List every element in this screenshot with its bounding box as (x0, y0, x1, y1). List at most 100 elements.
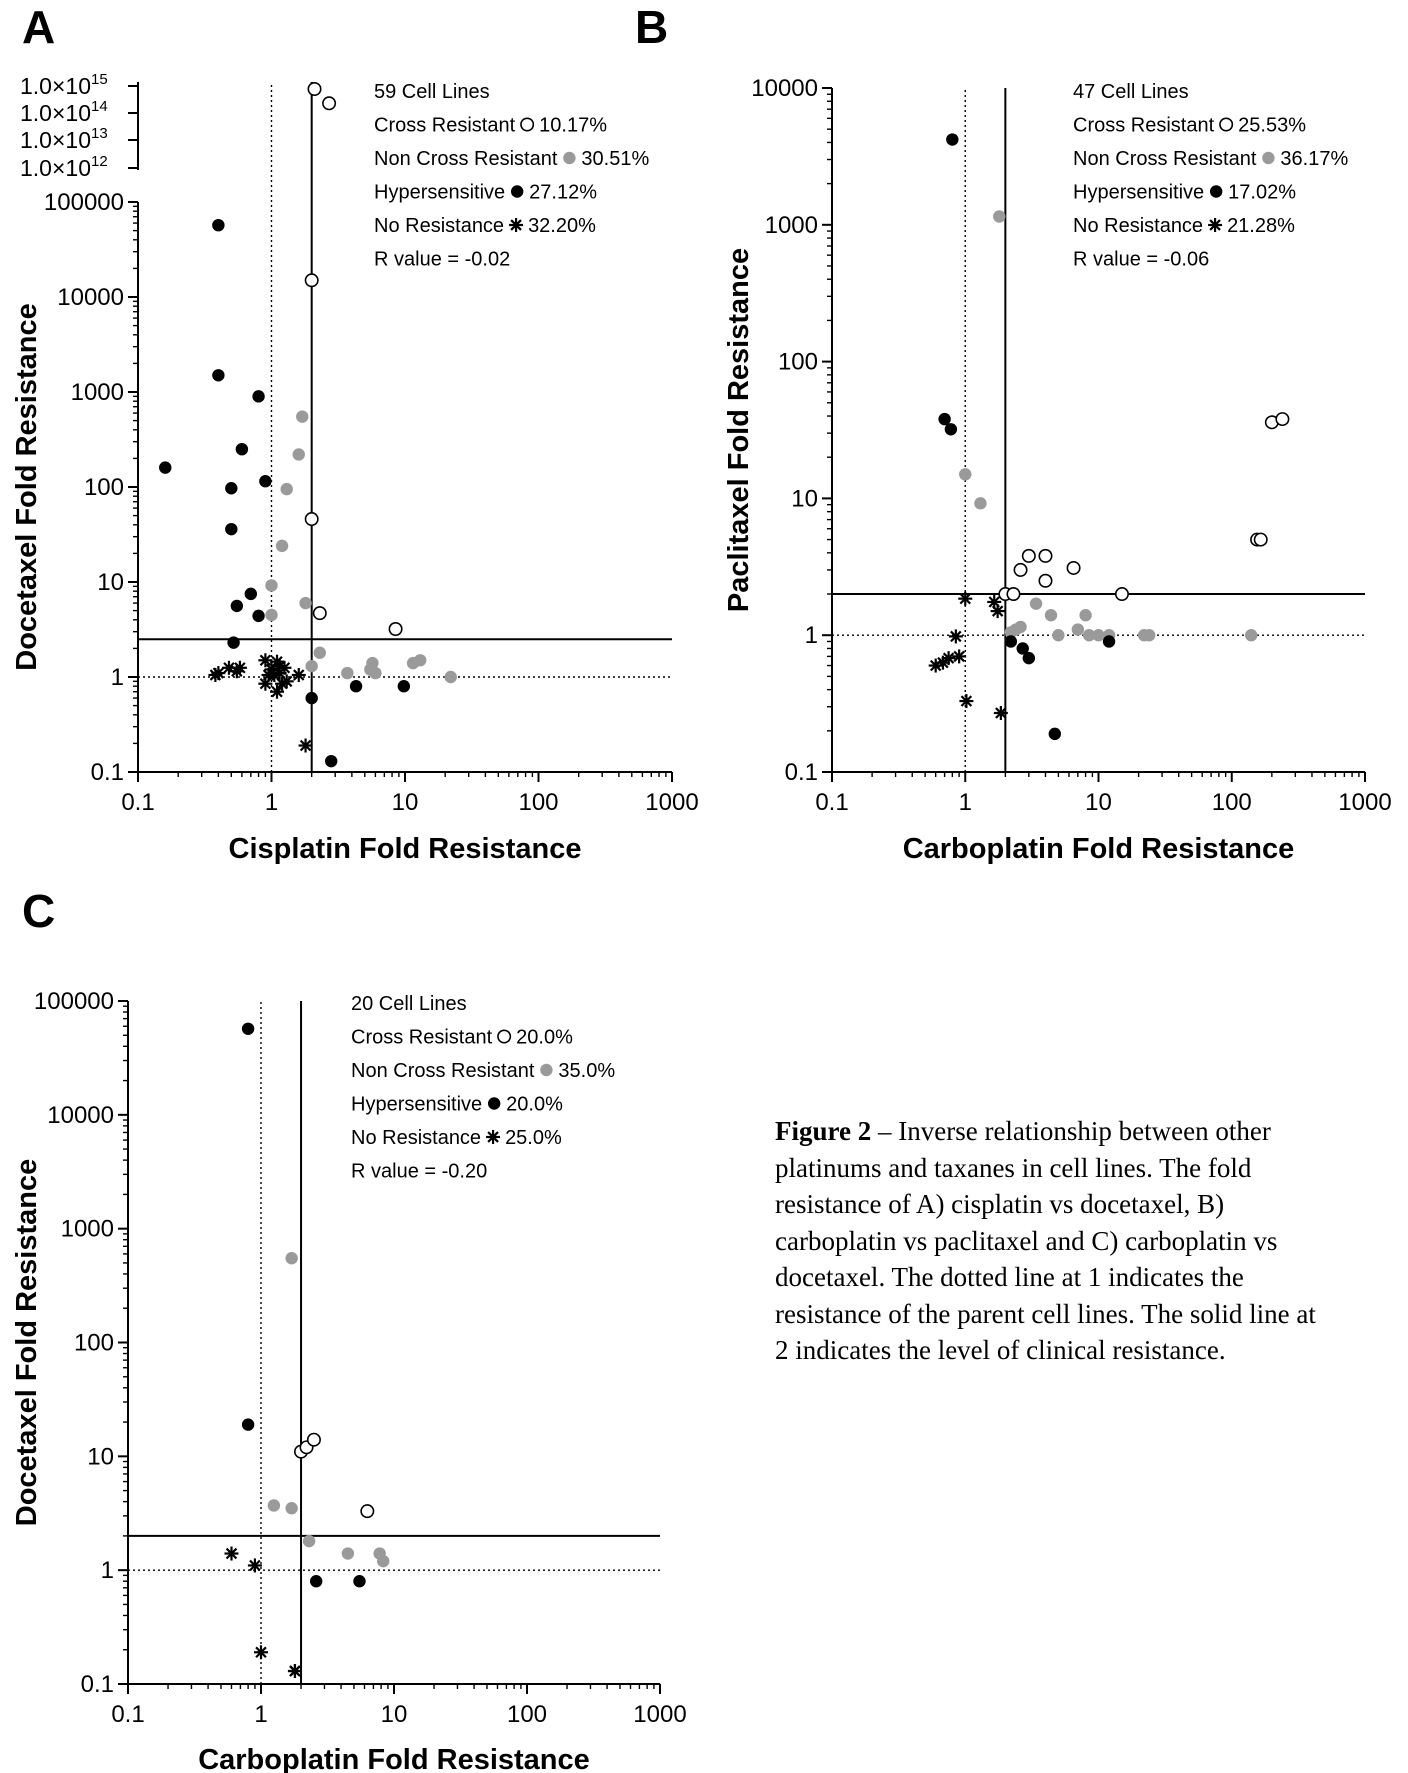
series-no-resistance (928, 591, 1008, 720)
legend-entry-label: Non Cross Resistant (351, 1060, 535, 1082)
y-upper-tick-label: 1.0×1015 (20, 71, 108, 99)
caption-label: Figure 2 (775, 1116, 872, 1146)
data-point (159, 461, 172, 474)
star-stroke (991, 605, 1004, 617)
data-point (341, 1547, 355, 1560)
data-point (974, 497, 987, 510)
data-point (296, 410, 309, 423)
legend-title: 47 Cell Lines (1073, 81, 1189, 103)
data-point (292, 448, 305, 461)
x-tick-label: 1000 (645, 789, 698, 816)
data-point (212, 218, 225, 232)
y-tick-label: 1 (805, 622, 818, 649)
legend-entry-label: Cross Resistant (1073, 115, 1215, 137)
data-point (1021, 548, 1036, 563)
legend-marker (486, 1130, 501, 1144)
legend-entry-label: No Resistance (1073, 215, 1203, 237)
data-point (291, 667, 306, 682)
legend-entry-percent: 32.20% (528, 215, 596, 237)
data-point (212, 369, 225, 382)
data-point (1004, 635, 1018, 648)
legend-r-value: R value = -0.20 (351, 1161, 487, 1183)
data-point (309, 1574, 323, 1588)
legend-marker (510, 185, 524, 198)
series-no-resistance (224, 1546, 302, 1679)
data-point (958, 591, 973, 606)
data-point (360, 1504, 375, 1519)
legend-marker (487, 1097, 501, 1110)
star-stroke (271, 685, 283, 698)
data-point (241, 1418, 255, 1431)
chart-panel-c: C 0.1 1 10 100 1000 0.1 1 10 100 1000 10000 100000 Ca… (11, 885, 687, 1773)
y-tick-label: 10000 (47, 1102, 114, 1129)
star-stroke (959, 592, 971, 605)
data-point (211, 666, 226, 681)
series-no-resistance (208, 653, 313, 753)
star-stroke (225, 1547, 238, 1560)
star-stroke (995, 707, 1007, 719)
data-point (1052, 629, 1065, 642)
legend-entry-percent: 10.17% (539, 115, 607, 137)
data-point (285, 1252, 298, 1265)
data-point (279, 674, 294, 689)
data-point (1245, 629, 1258, 642)
data-point (299, 596, 312, 610)
series-hypersensitive (938, 133, 1116, 741)
star-stroke (960, 695, 973, 707)
data-point (959, 468, 972, 481)
data-point (324, 754, 338, 768)
star-stroke (988, 596, 1000, 608)
chart-panel-a: A 0.1 1 10 100 1000 0.1 1 10 100 1000 10000 100000 1.… (11, 1, 699, 865)
series-cross-resistant (998, 412, 1290, 602)
star-stroke (273, 660, 286, 672)
data-point (304, 273, 319, 288)
star-stroke (289, 1665, 301, 1677)
data-point (225, 482, 238, 495)
y-tick-label: 100 (778, 349, 818, 376)
data-point (1022, 651, 1036, 665)
star-stroke (510, 219, 522, 231)
star-stroke (299, 739, 312, 752)
legend-marker (520, 117, 535, 132)
data-point (287, 1664, 302, 1679)
y-tick-label: 10000 (751, 75, 818, 102)
data-point (1079, 609, 1092, 622)
star-stroke (212, 667, 225, 679)
y-axis-label: Docetaxel Fold Resistance (11, 1159, 43, 1526)
series-cross-resistant (304, 82, 403, 637)
star-stroke (280, 675, 293, 688)
legend-entry-label: Hypersensitive (351, 1094, 482, 1116)
data-point (1066, 560, 1081, 575)
series-hypersensitive (159, 218, 411, 768)
legend: 20 Cell Lines Cross Resistant 20.0% Non Cro… (351, 993, 615, 1183)
legend-entry-label: Hypersensitive (1073, 182, 1204, 204)
legend-r-value: R value = -0.02 (374, 249, 510, 271)
y-upper-tick-label: 1.0×1012 (20, 153, 108, 181)
data-point (322, 96, 337, 111)
star-stroke (271, 655, 283, 668)
data-point (1253, 532, 1268, 547)
legend-entry-label: Hypersensitive (374, 182, 505, 204)
data-point (241, 1022, 255, 1035)
legend-entry-percent: 21.28% (1227, 215, 1295, 237)
star-stroke (278, 662, 291, 674)
data-point (1048, 727, 1062, 741)
data-point (258, 653, 273, 668)
data-point (1038, 573, 1053, 588)
legend-entry-label: Cross Resistant (351, 1027, 493, 1049)
legend-entry-percent: 27.12% (529, 182, 597, 204)
data-point (388, 622, 403, 637)
series-non-cross-resistant (265, 410, 457, 684)
series-hypersensitive (241, 1022, 366, 1588)
data-point (298, 738, 313, 753)
legend-title: 20 Cell Lines (351, 993, 467, 1015)
legend-r-value: R value = -0.06 (1073, 249, 1209, 271)
data-point (1102, 635, 1116, 648)
legend-title: 59 Cell Lines (374, 81, 490, 103)
data-point (261, 667, 276, 682)
data-point (948, 629, 963, 644)
y-tick-label: 10 (791, 485, 818, 512)
data-point (1092, 629, 1105, 642)
series-non-cross-resistant (959, 210, 1258, 642)
